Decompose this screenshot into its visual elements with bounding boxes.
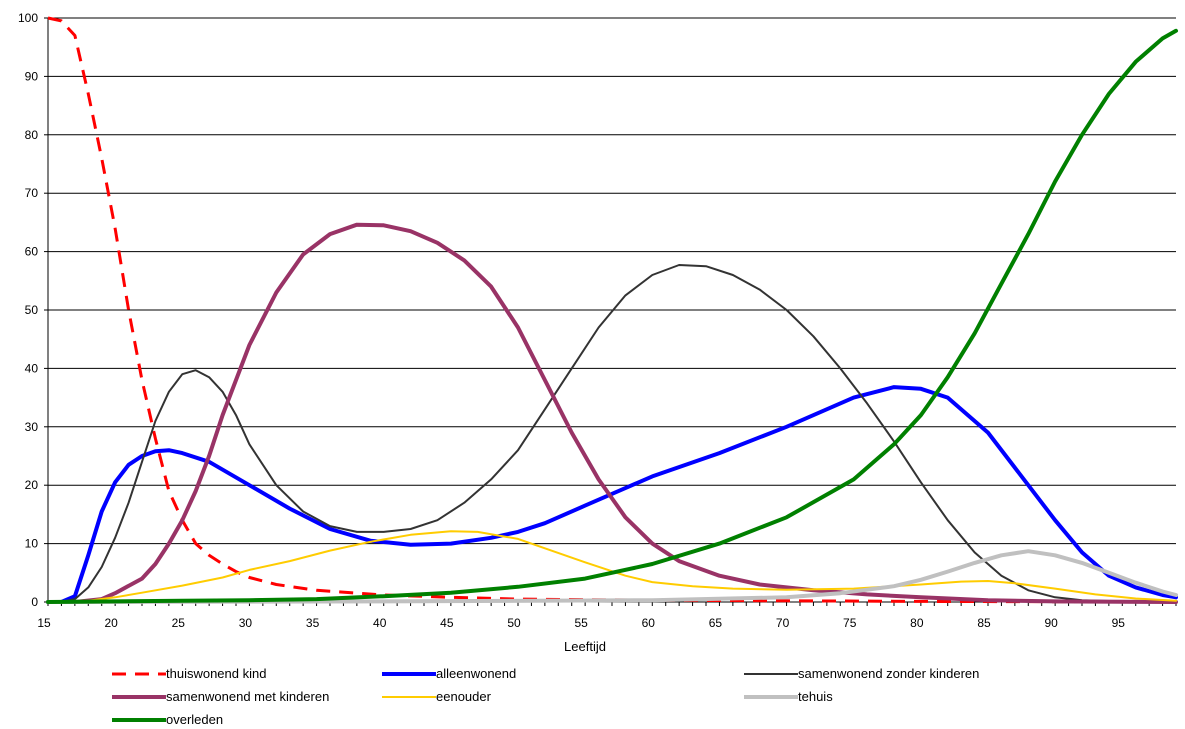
x-axis-label: Leeftijd (564, 639, 606, 654)
y-tick-label-60: 60 (25, 245, 39, 259)
legend-label-samenwonend-zonder-kinderen: samenwonend zonder kinderen (798, 666, 979, 681)
x-tick-label-35: 35 (306, 616, 320, 630)
series-line-overleden (46, 28, 1178, 604)
x-tick-label-60: 60 (642, 616, 656, 630)
y-tick-label-20: 20 (25, 478, 39, 492)
x-tick-label-55: 55 (574, 616, 588, 630)
x-tick-label-25: 25 (172, 616, 186, 630)
legend-label-alleenwonend: alleenwonend (436, 666, 516, 681)
legend-label-eenouder: eenouder (436, 689, 492, 704)
series-line-tehuis (46, 549, 1178, 604)
x-tick-label-65: 65 (709, 616, 723, 630)
x-tick-label-75: 75 (843, 616, 857, 630)
x-axis-tick-labels: 15 20 25 30 35 40 45 50 55 60 65 70 75 80 85 90 95 (37, 616, 1125, 630)
y-tick-label-50: 50 (25, 303, 39, 317)
series-line-alleenwonend (46, 385, 1178, 604)
x-tick-label-80: 80 (910, 616, 924, 630)
x-tick-label-50: 50 (507, 616, 521, 630)
legend: thuiswonend kind alleenwonend samenwonend … (112, 666, 979, 727)
y-tick-label-30: 30 (25, 420, 39, 434)
y-axis-tick-labels: 0 10 20 30 40 50 60 70 80 90 100 (18, 11, 38, 609)
y-tick-label-70: 70 (25, 186, 39, 200)
y-tick-label-0: 0 (31, 595, 38, 609)
legend-label-overleden: overleden (166, 712, 223, 727)
legend-label-tehuis: tehuis (798, 689, 833, 704)
x-tick-label-20: 20 (104, 616, 118, 630)
x-tick-label-95: 95 (1112, 616, 1126, 630)
y-tick-label-90: 90 (25, 69, 39, 83)
x-tick-label-40: 40 (373, 616, 387, 630)
series-line-eenouder (47, 530, 1177, 603)
grid-lines (48, 17, 1176, 545)
x-tick-label-70: 70 (776, 616, 790, 630)
x-tick-label-30: 30 (239, 616, 253, 630)
y-tick-label-40: 40 (25, 361, 39, 375)
legend-label-thuiswonend-kind: thuiswonend kind (166, 666, 266, 681)
y-tick-label-100: 100 (18, 11, 38, 25)
series-line-samenwonend-met-kinderen (46, 222, 1178, 604)
y-tick-label-10: 10 (25, 537, 39, 551)
y-tick-label-80: 80 (25, 128, 39, 142)
series-line-samenwonend-zonder-kinderen (47, 264, 1177, 603)
x-tick-label-15: 15 (37, 616, 51, 630)
x-tick-label-45: 45 (440, 616, 454, 630)
x-tick-label-85: 85 (977, 616, 991, 630)
series-lines (46, 16, 1178, 604)
x-tick-label-90: 90 (1044, 616, 1058, 630)
legend-label-samenwonend-met-kinderen: samenwonend met kinderen (166, 689, 329, 704)
